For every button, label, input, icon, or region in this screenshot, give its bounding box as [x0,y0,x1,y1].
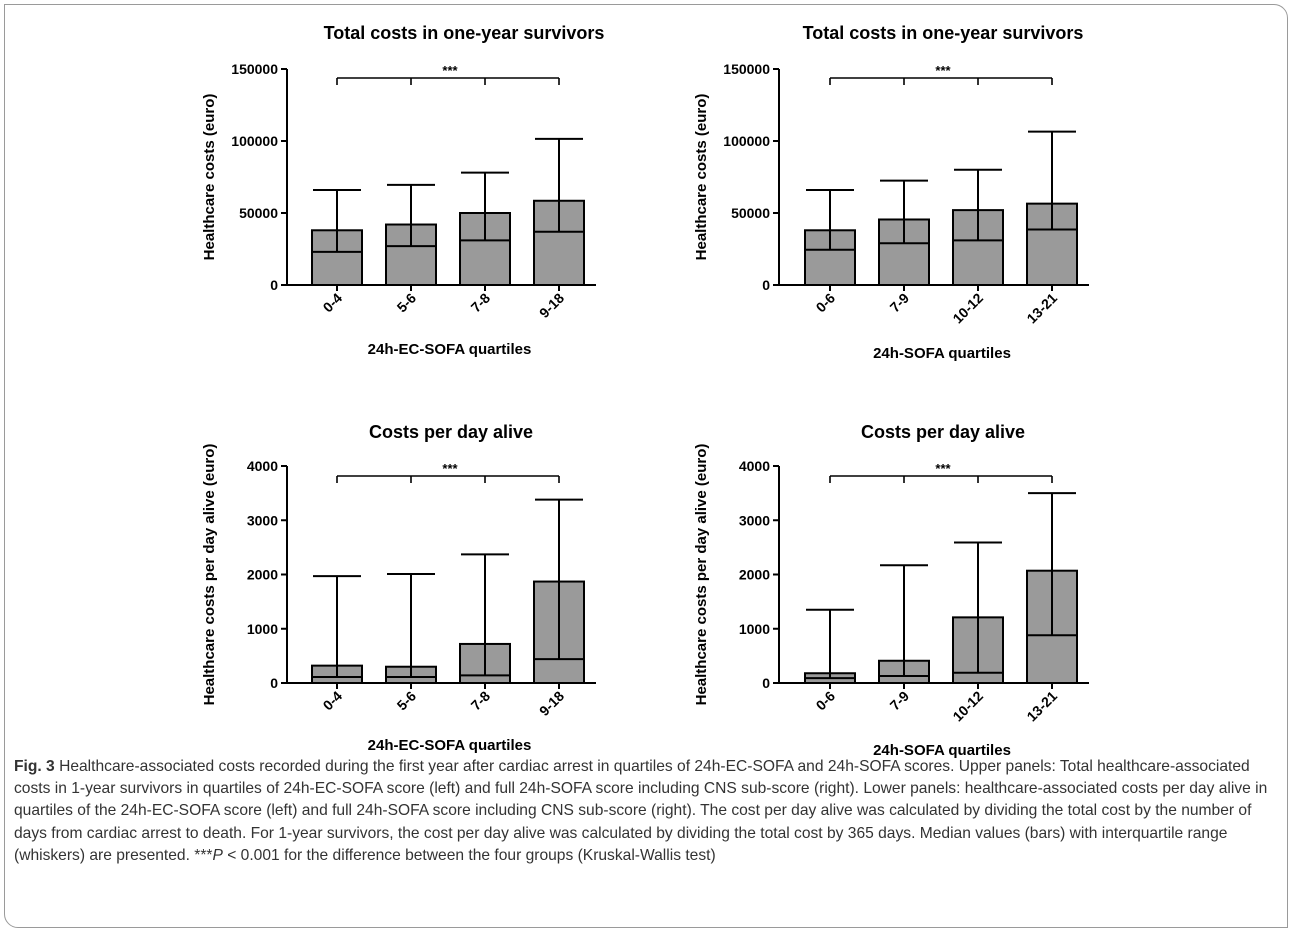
y-tick-label: 1000 [739,621,770,637]
figure-label: Fig. 3 [14,758,55,775]
x-tick-label: 0-6 [812,688,838,714]
x-tick-label: 7-8 [467,688,493,714]
y-tick-label: 3000 [739,512,770,528]
y-axis-label: Healthcare costs per day alive (euro) [201,444,218,706]
caption-text-main: Healthcare-associated costs recorded dur… [14,758,1268,864]
figure-charts: Total costs in one-year survivors Healthc… [201,23,1089,759]
y-tick-label: 2000 [247,567,278,583]
y-tick-label: 1000 [247,621,278,637]
significance-marker: *** [935,461,951,476]
x-tick-label: 7-9 [886,688,912,714]
x-tick-label: 10-12 [949,290,986,327]
caption-text-end: < 0.001 for the difference between the f… [222,846,716,864]
x-axis-label: 24h-EC-SOFA quartiles [368,341,532,358]
significance-marker: *** [442,63,458,78]
y-tick-label: 50000 [731,205,770,221]
y-tick-label: 150000 [723,61,770,77]
y-axis-label: Healthcare costs (euro) [201,94,218,261]
y-tick-label: 3000 [247,512,278,528]
y-tick-label: 150000 [231,61,278,77]
y-tick-label: 4000 [739,458,770,474]
x-axis-label: 24h-SOFA quartiles [873,345,1011,362]
chart-title: Total costs in one-year survivors [324,23,605,43]
x-tick-label: 5-6 [393,688,419,714]
figure-caption: Fig. 3 Healthcare-associated costs recor… [14,756,1276,867]
caption-p-symbol: P [212,846,223,864]
y-tick-label: 0 [762,675,770,691]
chart-title: Total costs in one-year survivors [803,23,1084,43]
y-axis-label: Healthcare costs per day alive (euro) [693,444,710,706]
x-axis-label: 24h-SOFA quartiles [873,742,1011,759]
x-tick-label: 9-18 [536,688,567,719]
y-tick-label: 100000 [723,133,770,149]
y-tick-label: 100000 [231,133,278,149]
y-tick-label: 0 [270,277,278,293]
x-tick-label: 0-4 [319,688,345,714]
y-tick-label: 0 [270,675,278,691]
chart-title: Costs per day alive [861,422,1025,442]
y-axis-label: Healthcare costs (euro) [693,94,710,261]
x-tick-label: 0-4 [319,290,345,316]
x-tick-label: 9-18 [536,290,567,321]
y-tick-label: 50000 [239,205,278,221]
x-tick-label: 7-8 [467,290,493,316]
figure-frame [4,4,1288,928]
significance-marker: *** [935,63,951,78]
x-axis-label: 24h-EC-SOFA quartiles [368,737,532,754]
panel-bottom-right-chart: Costs per day alive Healthcare costs per … [693,422,1089,759]
x-tick-label: 5-6 [393,290,419,316]
y-tick-label: 4000 [247,458,278,474]
x-tick-label: 13-21 [1023,688,1060,725]
panel-top-right-chart: Total costs in one-year survivors Healthc… [693,23,1089,362]
panel-bottom-left-chart: Costs per day alive Healthcare costs per … [201,422,596,754]
y-tick-label: 2000 [739,567,770,583]
panel-top-left-chart: Total costs in one-year survivors Healthc… [201,23,604,358]
chart-title: Costs per day alive [369,422,533,442]
x-tick-label: 7-9 [886,290,912,316]
x-tick-label: 0-6 [812,290,838,316]
x-tick-label: 10-12 [949,688,986,725]
x-tick-label: 13-21 [1023,290,1060,327]
y-tick-label: 0 [762,277,770,293]
significance-marker: *** [442,461,458,476]
